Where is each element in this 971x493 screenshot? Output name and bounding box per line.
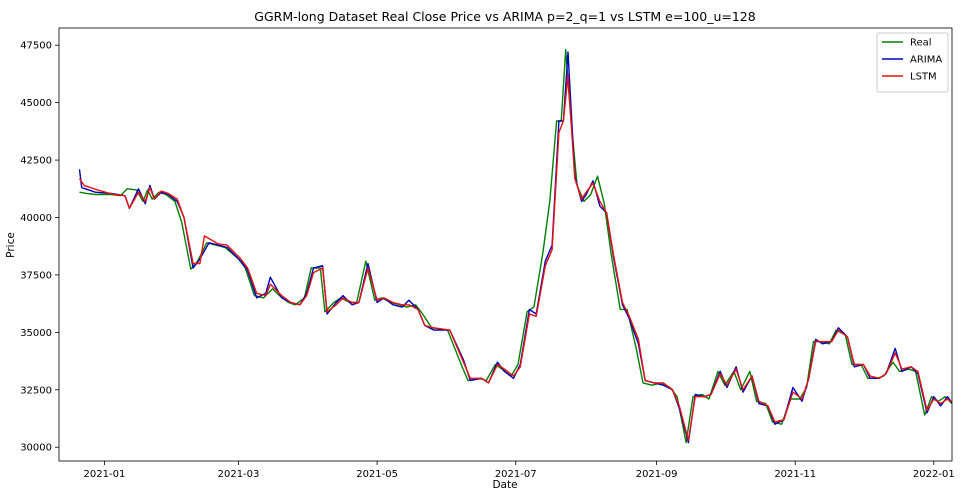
series-line-real (80, 50, 971, 443)
legend-label-arima: ARIMA (910, 55, 942, 66)
y-tick-label: 47500 (20, 41, 52, 52)
legend-label-real: Real (910, 38, 932, 49)
x-axis-label: Date (492, 479, 517, 489)
series-line-lstm (80, 75, 971, 440)
y-axis-label: Price (5, 232, 17, 258)
y-tick-label: 42500 (20, 156, 52, 167)
y-tick-label: 40000 (20, 213, 52, 224)
plot-area: 2021-01 2021-03 2021-05 2021-07 2021-09 2021-… (20, 41, 971, 480)
series-line-arima (80, 52, 971, 443)
x-tick-label: 2021-05 (356, 469, 398, 480)
y-tick-label: 45000 (20, 98, 52, 109)
y-tick-label: 30000 (20, 443, 52, 454)
legend: Real ARIMA LSTM (877, 33, 948, 92)
x-tick-label: 2021-07 (495, 469, 537, 480)
y-tick-label: 35000 (20, 328, 52, 339)
chart-title: GGRM-long Dataset Real Close Price vs AR… (254, 9, 755, 24)
y-tick-label: 32500 (20, 385, 52, 396)
x-tick-label: 2021-09 (636, 469, 678, 480)
series-group (80, 50, 971, 443)
x-tick-label: 2021-11 (774, 469, 816, 480)
legend-label-lstm: LSTM (910, 72, 937, 83)
y-tick-label: 37500 (20, 270, 52, 281)
x-tick-label: 2021-01 (84, 469, 126, 480)
axes-frame (59, 28, 952, 461)
x-tick-label: 2022-01 (913, 469, 955, 480)
x-tick-label: 2021-03 (218, 469, 260, 480)
